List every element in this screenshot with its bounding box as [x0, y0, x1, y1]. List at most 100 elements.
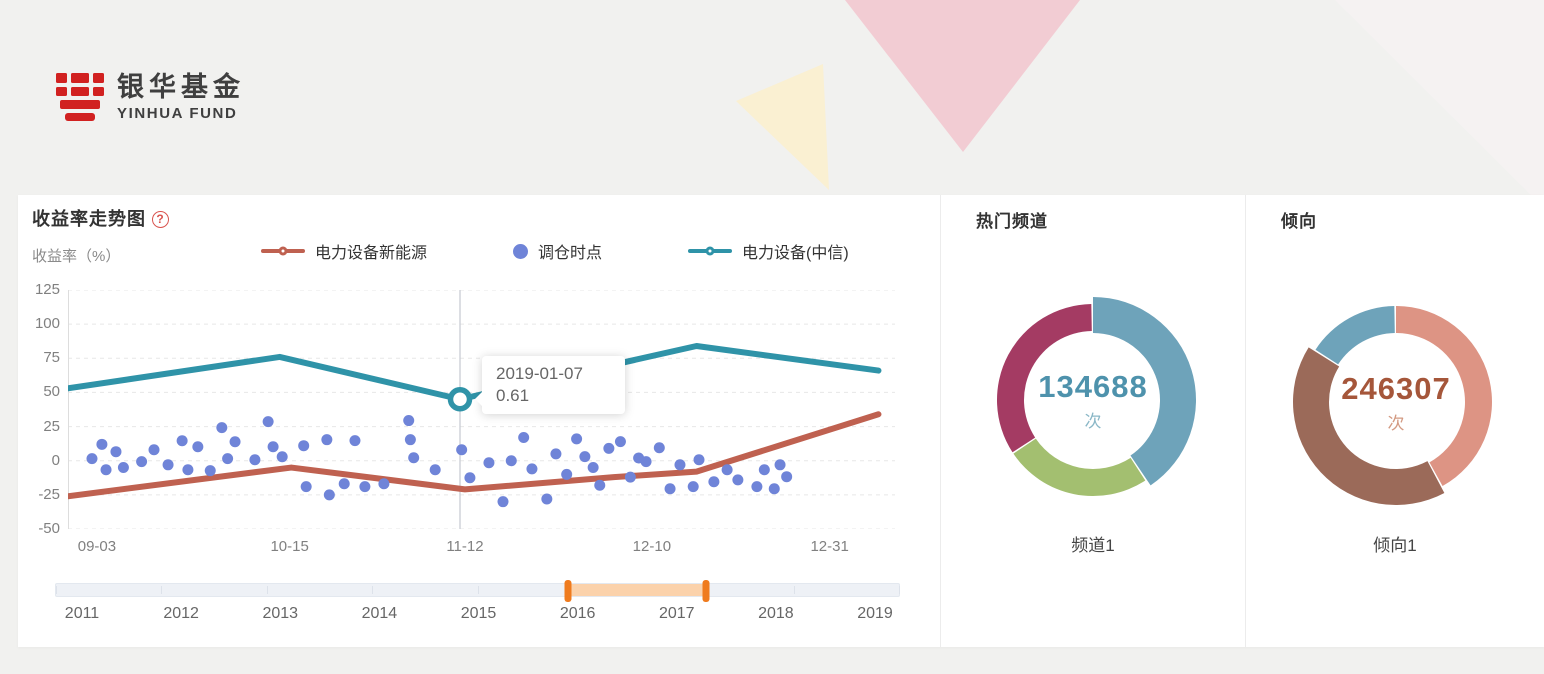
rebalance-point[interactable] — [758, 464, 770, 476]
rebalance-point[interactable] — [594, 479, 606, 491]
tendency-donut[interactable]: 246307 次 — [1290, 296, 1502, 508]
rebalance-point[interactable] — [603, 442, 615, 454]
donut-slice[interactable] — [996, 304, 1092, 453]
rebalance-point[interactable] — [751, 481, 763, 493]
rebalance-point[interactable] — [768, 483, 780, 495]
rebalance-point[interactable] — [403, 415, 415, 427]
rebalance-point[interactable] — [408, 452, 420, 464]
rebalance-point[interactable] — [249, 454, 261, 466]
rebalance-point[interactable] — [774, 459, 786, 471]
rebalance-point[interactable] — [204, 465, 216, 477]
donut-slice[interactable] — [1315, 306, 1395, 365]
donut-slice[interactable] — [1093, 297, 1197, 486]
year-label-2019[interactable]: 2019 — [857, 605, 893, 622]
rebalance-point[interactable] — [321, 434, 333, 446]
rebalance-point[interactable] — [148, 444, 160, 456]
rebalance-point[interactable] — [561, 468, 573, 480]
year-label-2018[interactable]: 2018 — [758, 605, 794, 622]
rebalance-point[interactable] — [693, 454, 705, 466]
year-label-2017[interactable]: 2017 — [658, 605, 695, 622]
rebalance-point[interactable] — [708, 476, 720, 488]
rebalance-point[interactable] — [483, 457, 495, 469]
trend-chart-title: 收益率走势图? — [32, 205, 169, 231]
tendency-legend-label: 倾向1 — [1373, 536, 1417, 555]
rebalance-point[interactable] — [117, 462, 129, 474]
rebalance-point[interactable] — [640, 456, 652, 468]
rebalance-point[interactable] — [222, 453, 234, 465]
rebalance-point[interactable] — [541, 493, 553, 505]
rebalance-point[interactable] — [136, 456, 148, 468]
rebalance-point[interactable] — [86, 453, 98, 465]
tendency-title: 倾向 — [1281, 212, 1317, 231]
rebalance-point[interactable] — [404, 434, 416, 446]
legend-label: 电力设备(中信) — [742, 245, 849, 262]
rebalance-point[interactable] — [349, 435, 361, 447]
time-range-slider[interactable] — [55, 580, 900, 602]
rebalance-point[interactable] — [267, 441, 279, 453]
y-tick-label: -25 — [38, 485, 60, 503]
rebalance-point[interactable] — [229, 436, 241, 448]
chart-tooltip: 2019-01-07 0.61 — [475, 356, 625, 414]
rebalance-point[interactable] — [674, 459, 686, 471]
rebalance-point[interactable] — [162, 459, 174, 471]
slider-tick — [793, 586, 795, 594]
rebalance-point[interactable] — [464, 472, 476, 484]
rebalance-point[interactable] — [110, 446, 122, 458]
rebalance-point[interactable] — [653, 442, 665, 454]
donut-slice[interactable] — [1396, 306, 1492, 486]
legend-item-power-citic[interactable]: 电力设备(中信) — [688, 239, 849, 263]
rebalance-point[interactable] — [429, 464, 441, 476]
rebalance-point[interactable] — [497, 496, 509, 508]
rebalance-point[interactable] — [300, 481, 312, 493]
rebalance-point[interactable] — [550, 448, 562, 460]
rebalance-point[interactable] — [781, 471, 793, 483]
donut-slice[interactable] — [1013, 438, 1146, 497]
donut-slice[interactable] — [1293, 347, 1445, 505]
slider-handle-right[interactable] — [702, 580, 710, 602]
rebalance-point[interactable] — [721, 464, 733, 476]
rebalance-point[interactable] — [614, 436, 626, 448]
rebalance-point[interactable] — [298, 440, 310, 452]
rebalance-point[interactable] — [338, 478, 350, 490]
rebalance-point[interactable] — [176, 435, 188, 447]
help-icon[interactable]: ? — [152, 211, 169, 228]
rebalance-point[interactable] — [359, 481, 371, 493]
rebalance-point[interactable] — [526, 463, 538, 475]
year-label-2016[interactable]: 2016 — [559, 605, 596, 622]
slider-tick — [899, 586, 900, 594]
rebalance-point[interactable] — [456, 444, 468, 456]
rebalance-point[interactable] — [276, 451, 288, 463]
x-tick-label: 12-10 — [632, 538, 672, 555]
trend-chart-canvas[interactable]: 2019-01-07 0.61 — [65, 289, 895, 530]
rebalance-point[interactable] — [378, 478, 390, 490]
x-tick-label: 10-15 — [270, 538, 309, 555]
year-label-2011[interactable]: 2011 — [64, 605, 100, 622]
slider-selected-range[interactable] — [567, 584, 706, 596]
rebalance-point[interactable] — [96, 438, 108, 450]
hot-channels-donut[interactable]: 134688 次 — [987, 294, 1199, 506]
legend-item-rebalance-point[interactable]: 调仓时点 — [513, 239, 602, 263]
rebalance-point[interactable] — [579, 451, 591, 463]
rebalance-point[interactable] — [571, 433, 583, 445]
rebalance-point[interactable] — [732, 474, 744, 486]
year-label-2014[interactable]: 2014 — [361, 605, 398, 622]
year-label-2012[interactable]: 2012 — [163, 605, 199, 622]
rebalance-point[interactable] — [687, 481, 699, 493]
legend-item-new-energy[interactable]: 电力设备新能源 — [261, 239, 427, 263]
rebalance-point[interactable] — [518, 431, 530, 443]
rebalance-point[interactable] — [664, 483, 676, 495]
rebalance-point[interactable] — [505, 455, 517, 467]
rebalance-point[interactable] — [262, 416, 274, 428]
rebalance-point[interactable] — [323, 489, 335, 501]
y-tick-label: 25 — [43, 417, 60, 435]
rebalance-point[interactable] — [587, 462, 599, 474]
rebalance-point[interactable] — [182, 464, 194, 476]
year-label-2015[interactable]: 2015 — [460, 605, 497, 622]
slider-handle-left[interactable] — [564, 580, 572, 602]
rebalance-point[interactable] — [216, 422, 228, 434]
rebalance-point[interactable] — [100, 464, 112, 476]
rebalance-point[interactable] — [624, 471, 636, 483]
year-label-2013[interactable]: 2013 — [262, 605, 299, 622]
rebalance-point[interactable] — [192, 441, 204, 453]
